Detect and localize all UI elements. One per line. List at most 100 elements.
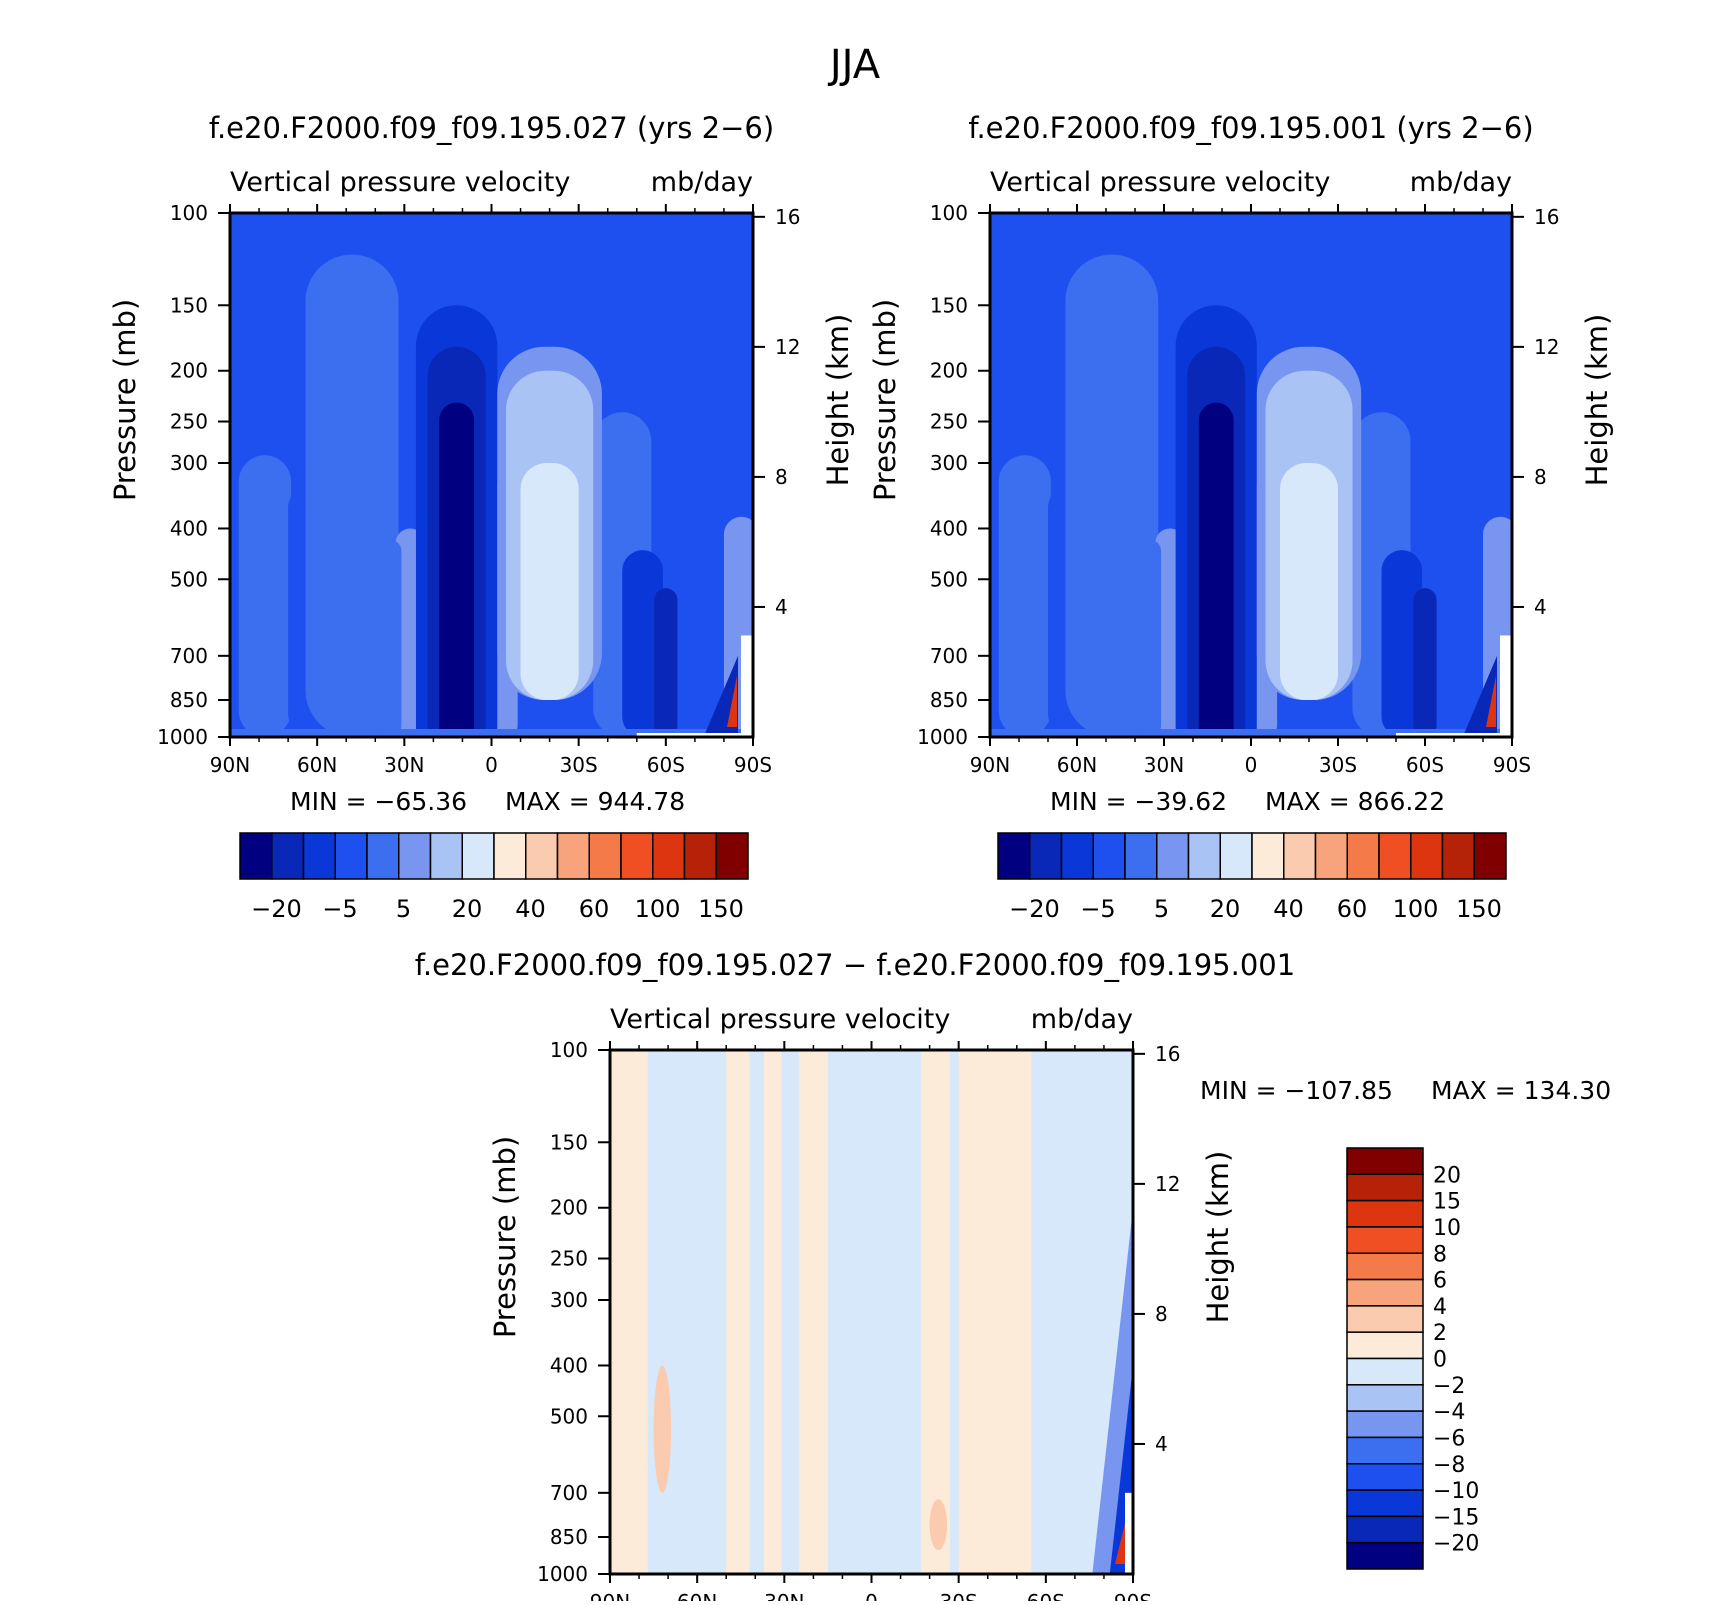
x-tick-label: 90N [970, 753, 1010, 777]
x-tick-label: 0 [485, 753, 498, 777]
colorbar-box [429, 832, 463, 880]
colorbar-box [1346, 832, 1380, 880]
y-tick-label: 1000 [537, 1562, 588, 1586]
y-right-tick-label: 8 [1534, 465, 1547, 489]
contour-band [238, 455, 292, 737]
positive-band [1002, 1050, 1032, 1574]
y-tick-label: 850 [930, 688, 968, 712]
panel-difference: f.e20.F2000.f09_f09.195.027 − f.e20.F200… [415, 948, 1611, 1605]
colorbar-label: −20 [1009, 895, 1060, 923]
colorbar-label: 100 [1393, 895, 1439, 923]
colorbar-label: −10 [1433, 1479, 1479, 1504]
colorbar-label: −15 [1433, 1505, 1479, 1530]
top-band [230, 213, 753, 221]
surface-band [230, 729, 753, 737]
colorbar-box [1346, 1199, 1424, 1228]
units-label: mb/day [651, 167, 753, 198]
x-tick-label: 60N [297, 753, 337, 777]
colorbar-box [1346, 1357, 1424, 1386]
colorbar-box [1441, 832, 1475, 880]
y-axis-title: Pressure (mb) [108, 299, 142, 501]
panel-title: f.e20.F2000.f09_f09.195.027 (yrs 2−6) [209, 111, 774, 145]
y-tick-label: 150 [930, 293, 968, 317]
colorbar-label: 5 [1154, 895, 1169, 923]
colorbar-label: 4 [1433, 1295, 1447, 1320]
colorbar-label: −20 [251, 895, 302, 923]
colorbar-box [1346, 1410, 1424, 1439]
contour-band [305, 254, 399, 737]
contour-band [1137, 539, 1162, 737]
panel-title: f.e20.F2000.f09_f09.195.027 − f.e20.F200… [415, 948, 1295, 982]
colorbar-box [997, 832, 1031, 880]
colorbar-label: 20 [452, 895, 483, 923]
panel-run-027: f.e20.F2000.f09_f09.195.027 (yrs 2−6) Ver… [108, 111, 855, 923]
panel-title: f.e20.F2000.f09_f09.195.001 (yrs 2−6) [968, 111, 1533, 145]
colorbar-label: −8 [1433, 1453, 1465, 1478]
colorbar-box [302, 832, 336, 880]
colorbar-box [1346, 1489, 1424, 1518]
colorbar-box [1346, 1305, 1424, 1333]
y-right-tick-label: 16 [1534, 205, 1559, 229]
colorbar-box [556, 832, 590, 880]
variable-label: Vertical pressure velocity [990, 167, 1330, 198]
colorbar: −20 −5 5 20 40 60 100 150 [997, 832, 1507, 923]
colorbar-box [1092, 832, 1126, 880]
colorbar-box [1156, 832, 1190, 880]
ground-mask [741, 635, 753, 737]
y-right-tick-label: 4 [1155, 1432, 1168, 1456]
colorbar-box [1060, 832, 1094, 880]
surface-band [990, 729, 1512, 737]
y-tick-label: 100 [930, 201, 968, 225]
colorbar-box [1346, 1226, 1424, 1254]
x-tick-label: 30N [384, 753, 424, 777]
positive-band [610, 1050, 648, 1574]
positive-band [726, 1050, 750, 1574]
y-right-tick-label: 12 [1534, 335, 1559, 359]
colorbar-box [1283, 832, 1317, 880]
colorbar-box [652, 832, 686, 880]
colorbar-box [620, 832, 654, 880]
colorbar-box [1346, 1173, 1424, 1202]
colorbar-box [366, 832, 400, 880]
colorbar-box [1346, 1541, 1424, 1570]
y-right-tick-label: 12 [775, 335, 800, 359]
colorbar-box [683, 832, 717, 880]
x-tick-label: 90N [210, 753, 250, 777]
y-tick-label: 400 [930, 516, 968, 540]
colorbar-label: 10 [1433, 1216, 1461, 1241]
colorbar-label: −4 [1433, 1400, 1465, 1425]
ground-mask [636, 733, 753, 737]
colorbar-label: −5 [322, 895, 357, 923]
y-axis-title-right: Height (km) [1201, 1151, 1235, 1324]
colorbar-box [1346, 1463, 1424, 1491]
y-tick-label: 400 [170, 516, 208, 540]
ground-mask [1396, 733, 1512, 737]
colorbar-box [588, 832, 622, 880]
colorbar: −20 −5 5 20 40 60 100 150 [239, 832, 749, 923]
contour-band [622, 550, 663, 737]
colorbar-box [493, 832, 527, 880]
colorbar-box [1346, 1436, 1424, 1465]
terrain-descent [727, 675, 737, 727]
contour-band [1381, 550, 1423, 737]
y-tick-label: 500 [550, 1404, 588, 1428]
colorbar-box [1029, 832, 1063, 880]
colorbar-box [1346, 1331, 1424, 1360]
ascent-core [1198, 402, 1234, 737]
y-tick-label: 1000 [157, 725, 208, 749]
colorbar-label: 2 [1433, 1321, 1447, 1346]
colorbar-box [271, 832, 305, 880]
max-label: MAX = 944.78 [505, 787, 685, 816]
colorbar-label: 40 [515, 895, 546, 923]
contour-field [230, 213, 753, 737]
max-label: MAX = 134.30 [1431, 1076, 1611, 1105]
units-label: mb/day [1410, 167, 1512, 198]
x-tick-label: 90S [1493, 753, 1531, 777]
colorbar-label: 5 [396, 895, 411, 923]
contour-band [378, 539, 402, 737]
y-tick-label: 500 [170, 567, 208, 591]
colorbar-box [1346, 1515, 1424, 1544]
units-label: mb/day [1031, 1004, 1133, 1035]
x-tick-label: 60S [1406, 753, 1444, 777]
